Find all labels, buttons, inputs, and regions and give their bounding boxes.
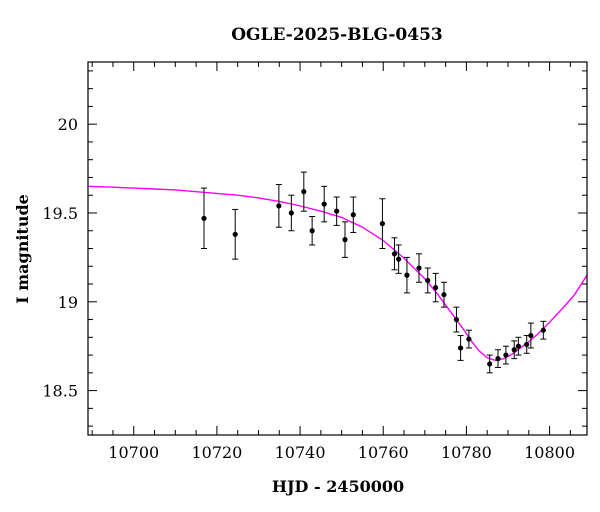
plot-frame	[87, 61, 588, 436]
x-tick-label: 10740	[275, 443, 326, 462]
data-marker	[334, 208, 340, 214]
data-point-7	[333, 196, 340, 226]
y-tick-label: 19	[58, 293, 78, 312]
data-point-1	[232, 208, 239, 260]
data-marker	[379, 221, 386, 227]
data-point-10	[379, 198, 386, 249]
x-tick-label: 10780	[441, 443, 492, 462]
data-marker	[425, 277, 431, 284]
y-tick-label: 19.5	[42, 204, 78, 223]
chart-title: OGLE-2025-BLG-0453	[231, 25, 443, 45]
data-marker	[457, 345, 464, 351]
data-marker	[503, 352, 509, 358]
data-point-13	[403, 256, 410, 294]
data-marker	[511, 347, 517, 353]
data-point-23	[502, 345, 509, 365]
data-marker	[528, 332, 534, 339]
data-marker	[301, 189, 307, 195]
data-marker	[404, 272, 410, 278]
data-point-17	[440, 281, 447, 308]
data-point-11	[391, 237, 398, 271]
data-marker	[453, 316, 460, 323]
y-tick-label: 20	[58, 115, 78, 134]
x-axis-label: HJD - 2450000	[272, 477, 404, 496]
x-tick-label: 10700	[108, 443, 159, 462]
data-marker	[342, 237, 348, 243]
data-marker	[466, 336, 472, 342]
data-point-19	[457, 335, 464, 361]
data-marker	[524, 341, 530, 348]
data-marker	[515, 343, 521, 349]
data-marker	[433, 284, 439, 291]
data-marker	[288, 210, 294, 216]
data-marker	[201, 215, 207, 221]
data-point-24	[511, 340, 518, 360]
data-marker	[416, 265, 422, 271]
data-marker	[232, 231, 238, 237]
data-point-9	[350, 196, 357, 234]
data-point-3	[288, 194, 295, 232]
data-point-27	[527, 322, 534, 349]
data-point-21	[486, 354, 493, 374]
data-point-20	[465, 329, 472, 349]
data-marker	[495, 356, 501, 362]
data-marker	[441, 292, 447, 298]
data-point-6	[321, 185, 328, 223]
data-point-0	[201, 187, 208, 249]
data-marker	[487, 361, 493, 367]
x-tick-label: 10760	[358, 443, 409, 462]
data-point-25	[515, 336, 522, 356]
data-marker	[321, 201, 327, 207]
data-point-28	[540, 320, 547, 340]
data-point-16	[432, 272, 439, 303]
data-point-14	[416, 253, 423, 283]
axes-layer: 10700 10720 10740 10760 10780 10800 18.5 19 19.5…	[42, 61, 588, 462]
data-points-layer	[201, 171, 547, 374]
y-axis-label: I magnitude	[13, 194, 32, 304]
data-point-8	[341, 221, 348, 258]
data-marker	[350, 212, 356, 218]
data-point-12	[395, 244, 402, 274]
data-marker	[540, 327, 546, 333]
y-tick-label: 18.5	[42, 382, 78, 401]
data-marker	[396, 256, 402, 262]
x-tick-label: 10800	[524, 443, 575, 462]
data-point-5	[309, 216, 316, 246]
data-point-18	[453, 306, 460, 333]
data-point-26	[523, 335, 530, 354]
data-point-15	[424, 267, 431, 294]
x-tick-label: 10720	[191, 443, 242, 462]
data-point-2	[275, 184, 282, 228]
data-point-22	[495, 349, 502, 369]
data-marker	[391, 251, 398, 257]
data-marker	[309, 228, 315, 234]
data-marker	[276, 203, 282, 209]
data-point-4	[300, 171, 307, 212]
